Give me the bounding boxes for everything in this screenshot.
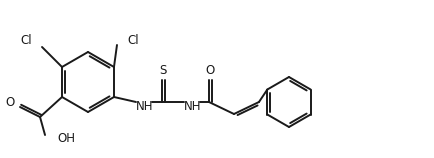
Text: NH: NH [184,100,202,113]
Text: Cl: Cl [20,34,32,48]
Text: O: O [205,64,214,78]
Text: S: S [159,64,167,78]
Text: NH: NH [136,100,154,113]
Text: Cl: Cl [127,33,138,46]
Text: OH: OH [57,133,75,146]
Text: O: O [6,95,15,109]
